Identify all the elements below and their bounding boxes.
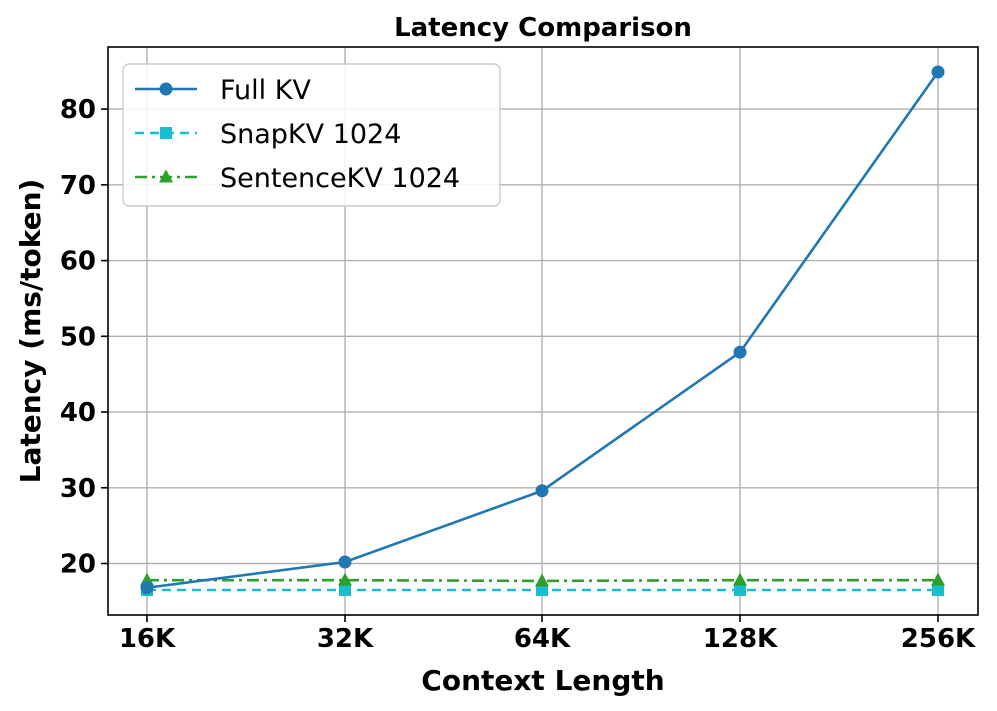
legend-marker [160, 127, 172, 139]
legend-label: Full KV [220, 75, 311, 106]
legend-entry: Full KV [135, 75, 311, 106]
x-axis-label: Context Length [421, 664, 664, 697]
x-tick-label: 128K [703, 624, 778, 654]
data-point [338, 555, 352, 569]
legend-entry: SnapKV 1024 [135, 119, 401, 150]
series-layer [140, 65, 945, 597]
legend: Full KV SnapKV 1024 SentenceKV 1024 [122, 63, 501, 207]
data-point [733, 345, 747, 359]
y-tick-label: 60 [60, 247, 96, 277]
data-point [733, 572, 747, 586]
series-sentencekv-1024 [140, 572, 945, 587]
legend-label: SnapKV 1024 [220, 119, 401, 150]
y-tick-label: 50 [60, 322, 96, 352]
data-point [339, 584, 351, 597]
x-tick-label: 64K [514, 624, 571, 654]
data-point [535, 573, 549, 587]
data-point [338, 572, 352, 586]
y-tick-label: 70 [60, 171, 96, 201]
chart-title: Latency Comparison [394, 13, 692, 43]
y-tick-label: 30 [60, 474, 96, 504]
legend-entry: SentenceKV 1024 [135, 163, 460, 194]
x-tick-label: 32K [317, 624, 374, 654]
legend-label: SentenceKV 1024 [220, 163, 460, 194]
x-tick-label: 16K [119, 624, 176, 654]
y-tick-label: 80 [60, 95, 96, 125]
y-axis-ticks: 20 30 40 50 60 70 80 [60, 95, 108, 580]
data-point [536, 584, 548, 597]
data-point [932, 584, 944, 597]
series-line [147, 578, 938, 583]
y-tick-label: 20 [60, 550, 96, 580]
legend-box [122, 63, 501, 207]
x-axis-ticks: 16K 32K 64K 128K 256K [119, 615, 976, 654]
series-full-kv [140, 65, 945, 595]
x-tick-label: 256K [901, 624, 976, 654]
data-point [734, 584, 746, 597]
data-point [535, 484, 549, 498]
plot-frame [107, 46, 979, 616]
data-point [931, 65, 945, 79]
legend-marker [159, 82, 173, 96]
data-point [931, 572, 945, 586]
y-axis-label: Latency (ms/token) [14, 179, 47, 484]
legend-marker [159, 169, 173, 183]
data-point [140, 581, 154, 595]
y-tick-label: 40 [60, 398, 96, 428]
